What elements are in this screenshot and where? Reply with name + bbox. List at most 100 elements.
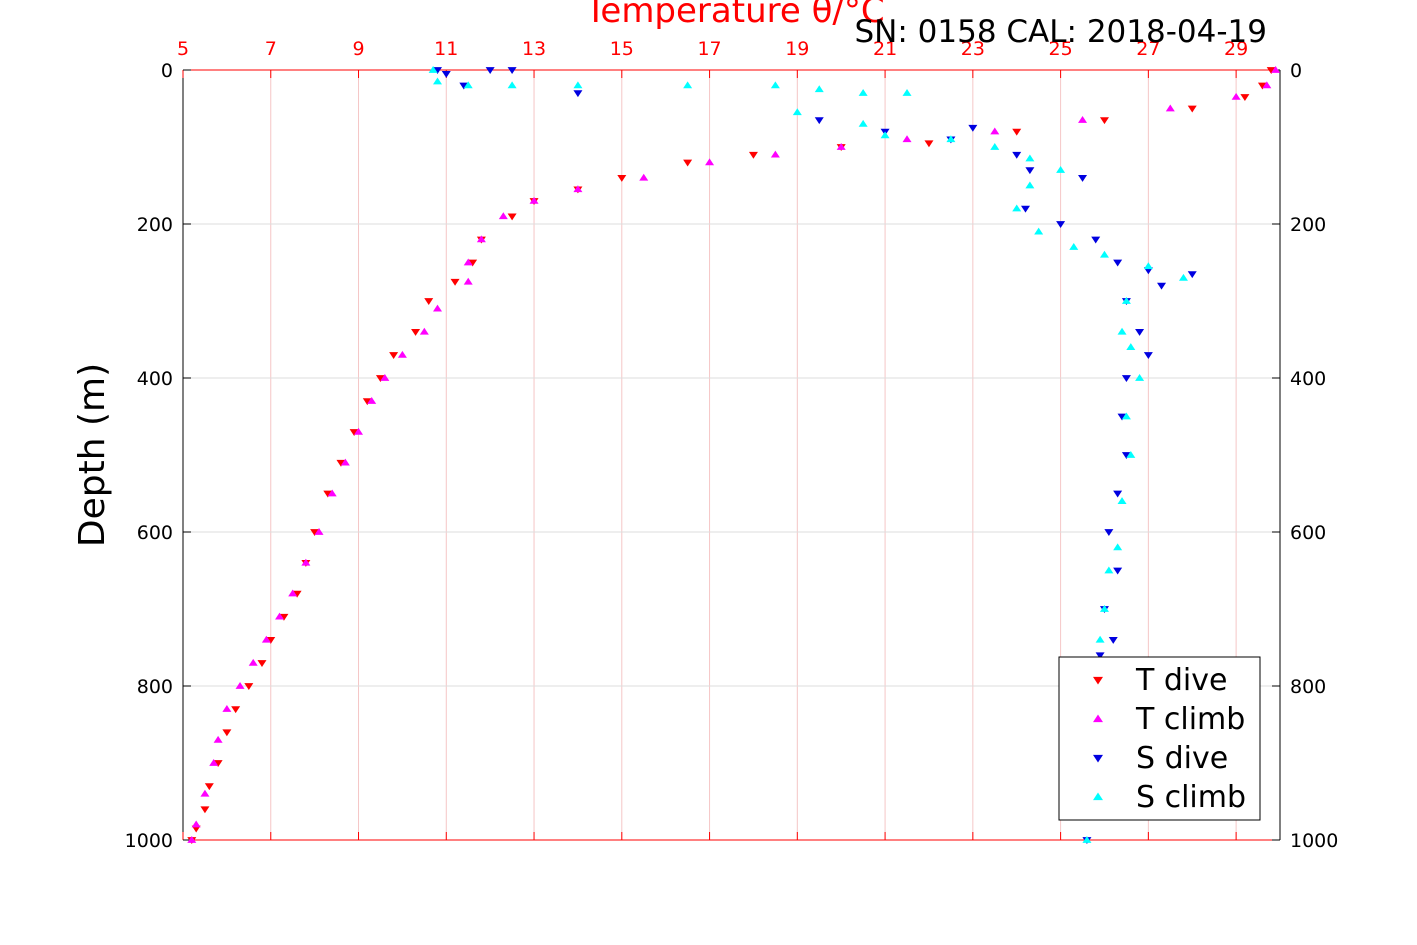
point-t-climb <box>902 135 912 143</box>
point-s-climb <box>814 85 824 93</box>
legend-marker-t-dive <box>1093 676 1103 685</box>
point-t-climb <box>248 658 258 666</box>
axes <box>182 69 1281 841</box>
legend-marker-s-dive <box>1093 754 1103 763</box>
x-tick-label: 29 <box>1224 38 1248 60</box>
point-s-dive <box>1113 490 1123 498</box>
point-s-dive <box>1078 174 1088 182</box>
point-s-climb <box>1117 327 1127 335</box>
point-t-dive <box>204 783 214 791</box>
x-tick-label: 25 <box>1049 38 1073 60</box>
point-t-dive <box>617 174 627 182</box>
point-s-climb <box>1121 412 1131 420</box>
point-t-dive <box>349 429 359 436</box>
point-s-climb <box>858 119 868 127</box>
y-tick-label-left: 1000 <box>125 830 173 852</box>
x-tick-label: 5 <box>177 38 189 60</box>
x-tick-label: 21 <box>873 38 897 60</box>
point-t-climb <box>314 527 324 535</box>
point-s-climb <box>858 89 868 96</box>
point-t-dive <box>213 760 223 768</box>
point-t-climb <box>367 397 377 404</box>
point-s-climb <box>507 81 517 89</box>
y-tick-label-left: 400 <box>137 368 173 390</box>
point-s-dive <box>1117 413 1127 421</box>
point-t-dive <box>244 683 254 691</box>
point-t-climb <box>476 235 486 243</box>
point-s-dive <box>441 71 451 78</box>
x-tick-label: 23 <box>961 38 985 60</box>
point-s-dive <box>1187 271 1197 279</box>
point-t-dive <box>200 806 210 814</box>
x-tick-label: 13 <box>522 38 546 60</box>
point-s-dive <box>1091 236 1101 244</box>
point-s-dive <box>459 82 469 90</box>
point-t-dive <box>222 729 232 737</box>
y-tick-label-left: 0 <box>161 60 173 82</box>
point-t-climb <box>187 835 197 843</box>
point-s-climb <box>770 81 780 89</box>
point-t-dive <box>1257 82 1267 90</box>
point-s-climb <box>1104 566 1114 574</box>
point-t-dive <box>336 459 346 467</box>
point-s-dive <box>1121 375 1131 383</box>
legend-label-t-dive: T dive <box>1135 663 1227 698</box>
point-t-dive <box>279 613 289 621</box>
point-t-dive <box>266 636 276 644</box>
point-t-climb <box>275 612 285 620</box>
point-s-climb <box>1113 543 1123 551</box>
x-tick-label: 11 <box>434 38 458 60</box>
point-t-climb <box>836 142 846 150</box>
point-t-climb <box>327 489 337 497</box>
y-tick-label-left: 200 <box>137 214 173 236</box>
point-s-climb <box>463 81 473 89</box>
point-t-climb <box>380 373 390 381</box>
point-t-climb <box>261 635 271 643</box>
point-t-dive <box>748 151 758 159</box>
y-tick-label-right: 1000 <box>1290 830 1338 852</box>
point-t-climb <box>200 789 210 797</box>
point-t-climb <box>529 196 539 204</box>
point-s-climb <box>1012 204 1022 212</box>
point-t-climb <box>433 304 443 312</box>
point-t-dive <box>424 298 434 306</box>
legend-label-s-climb: S climb <box>1136 780 1246 815</box>
legend-marker-t-climb <box>1093 714 1103 723</box>
point-s-dive <box>573 90 583 98</box>
y-axis-label: Depth (m) <box>72 363 113 547</box>
point-s-dive <box>1025 167 1035 175</box>
point-s-dive <box>1113 567 1123 575</box>
legend-label-s-dive: S dive <box>1136 741 1228 776</box>
point-s-dive <box>433 67 443 75</box>
x-tick-label: 7 <box>265 38 277 60</box>
point-t-dive <box>231 706 241 714</box>
x-tick-label: 9 <box>352 38 364 60</box>
point-t-climb <box>1165 104 1175 112</box>
point-t-dive <box>1266 67 1276 75</box>
point-s-climb <box>1095 635 1105 643</box>
point-s-climb <box>880 131 890 139</box>
point-s-dive <box>1121 452 1131 460</box>
point-s-climb <box>1025 181 1035 189</box>
point-t-dive <box>1187 105 1197 113</box>
point-t-climb <box>354 427 364 435</box>
point-s-climb <box>1143 262 1153 270</box>
point-s-dive <box>1157 282 1167 290</box>
point-s-dive <box>814 117 824 125</box>
point-s-climb <box>1135 373 1145 381</box>
point-s-climb <box>1099 604 1109 612</box>
point-t-climb <box>770 150 780 158</box>
point-t-dive <box>389 352 399 359</box>
point-t-dive <box>1240 94 1250 101</box>
legend: T dive T climb S dive S climb <box>1058 656 1261 821</box>
point-s-dive <box>1020 205 1030 213</box>
point-t-dive <box>375 375 385 383</box>
point-s-dive <box>1095 652 1105 660</box>
point-t-climb <box>222 705 232 712</box>
point-t-dive <box>257 660 267 667</box>
point-s-dive <box>1056 221 1066 229</box>
point-s-dive <box>1135 328 1145 336</box>
point-s-climb <box>1126 450 1136 458</box>
point-s-climb <box>1056 166 1066 173</box>
